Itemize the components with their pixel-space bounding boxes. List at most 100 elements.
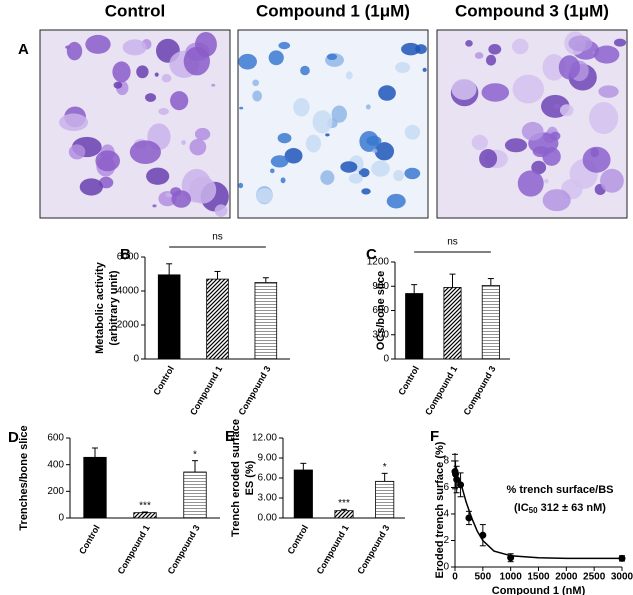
cell-blob [345, 71, 353, 80]
cell-blob [404, 124, 421, 140]
cell-blob [504, 138, 528, 153]
cell-blob [129, 140, 161, 164]
y-tick-label: 2 [443, 535, 449, 546]
cell-blob [154, 72, 159, 77]
cell-blob [371, 160, 390, 177]
cell-blob [479, 149, 498, 169]
image-title: Compound 3 (1μM) [455, 1, 609, 20]
significance-label: *** [338, 498, 350, 509]
annotation: % trench surface/BS [507, 484, 614, 496]
y-axis-label: (arbitrary unit) [108, 270, 120, 346]
cell-blob [471, 134, 488, 151]
cell-blob [122, 39, 147, 56]
cell-blob [372, 148, 378, 154]
bar [206, 278, 229, 360]
cell-blob [474, 52, 484, 59]
cell-blob [284, 147, 303, 164]
annotation-part: (IC [514, 502, 529, 514]
y-tick-label: 3.00 [258, 493, 278, 504]
bar [157, 274, 181, 360]
y-tick-label: 6000 [117, 252, 140, 263]
cell-blob [305, 134, 322, 153]
panel-label: C [366, 246, 377, 263]
bar [405, 293, 424, 360]
cell-blob [393, 169, 405, 182]
y-tick-label: 0 [133, 354, 139, 365]
y-axis-label: Trench eroded surface [230, 419, 242, 537]
significance-label: *** [139, 501, 151, 512]
cell-blob [582, 146, 611, 173]
image-title: Control [105, 1, 165, 20]
y-tick-label: 8 [443, 456, 449, 467]
cell-blob [189, 138, 207, 156]
data-point [618, 554, 626, 562]
bracket-label: ns [447, 237, 458, 248]
bar [443, 287, 462, 360]
y-tick-label: 12.00 [252, 433, 277, 444]
panel-label: F [430, 428, 439, 445]
cell-blob [300, 65, 310, 76]
cell-blob [293, 97, 310, 117]
data-point [479, 531, 487, 539]
cell-blob [542, 189, 571, 212]
cell-blob [65, 45, 71, 49]
significance-label: * [193, 449, 197, 460]
x-tick-label: Compound 1 [315, 523, 351, 576]
y-tick-label: 600 [372, 305, 389, 316]
cell-blob [320, 170, 335, 185]
cell-blob [386, 193, 406, 209]
x-tick-label: Control [77, 523, 102, 556]
y-tick-label: 6.00 [258, 473, 278, 484]
cell-blob [158, 108, 169, 115]
cell-blob [404, 167, 421, 180]
x-tick-label: Compound 3 [236, 364, 272, 417]
y-tick-label: 6 [443, 482, 449, 493]
cell-blob [361, 188, 371, 195]
annotation: (IC50 312 ± 63 nM) [514, 502, 606, 515]
y-tick-label: 600 [47, 433, 64, 444]
y-tick-label: 400 [47, 459, 64, 470]
cell-blob [181, 140, 186, 145]
image-title: Compound 1 (1μM) [256, 1, 410, 20]
y-tick-label: 4000 [117, 286, 140, 297]
cell-blob [252, 90, 263, 102]
y-tick-label: 200 [47, 486, 64, 497]
x-tick-label: Compound 1 [188, 364, 224, 417]
cell-blob [152, 204, 157, 208]
significance-label: * [383, 462, 387, 473]
cell-blob [239, 106, 244, 110]
annotation-part: 312 ± 63 nM) [538, 502, 607, 514]
cell-blob [270, 155, 289, 168]
x-tick-label: Compound 3 [166, 523, 202, 576]
cell-blob [378, 85, 396, 101]
data-point [452, 470, 460, 478]
cell-blob [374, 142, 395, 161]
bar [334, 510, 354, 519]
x-tick-label: 1000 [500, 572, 523, 583]
y-tick-label: 1200 [367, 257, 390, 268]
x-tick-label: 1500 [527, 572, 550, 583]
cell-blob [600, 168, 624, 193]
y-axis-label: Eroded trench surface (%) [434, 441, 446, 578]
cell-blob [170, 91, 189, 111]
cell-blob [481, 83, 510, 102]
x-tick-label: 0 [452, 572, 458, 583]
bar [293, 469, 313, 519]
bar [133, 512, 157, 519]
x-tick-label: 500 [474, 572, 491, 583]
y-tick-label: 300 [372, 329, 389, 340]
data-point [453, 476, 461, 484]
x-tick-label: 3000 [611, 572, 633, 583]
cell-blob [59, 113, 89, 132]
y-axis-label: Trenches/bone slice [18, 425, 30, 530]
cell-blob [95, 150, 120, 172]
cell-blob [395, 61, 411, 73]
cell-blob [401, 42, 421, 56]
cell-blob [521, 121, 544, 141]
cell-blob [358, 168, 370, 178]
panel-label: E [225, 428, 235, 445]
x-tick-label: Control [396, 364, 421, 397]
annotation-part: 50 [529, 506, 538, 515]
bar [83, 456, 107, 519]
cell-blob [326, 53, 338, 61]
